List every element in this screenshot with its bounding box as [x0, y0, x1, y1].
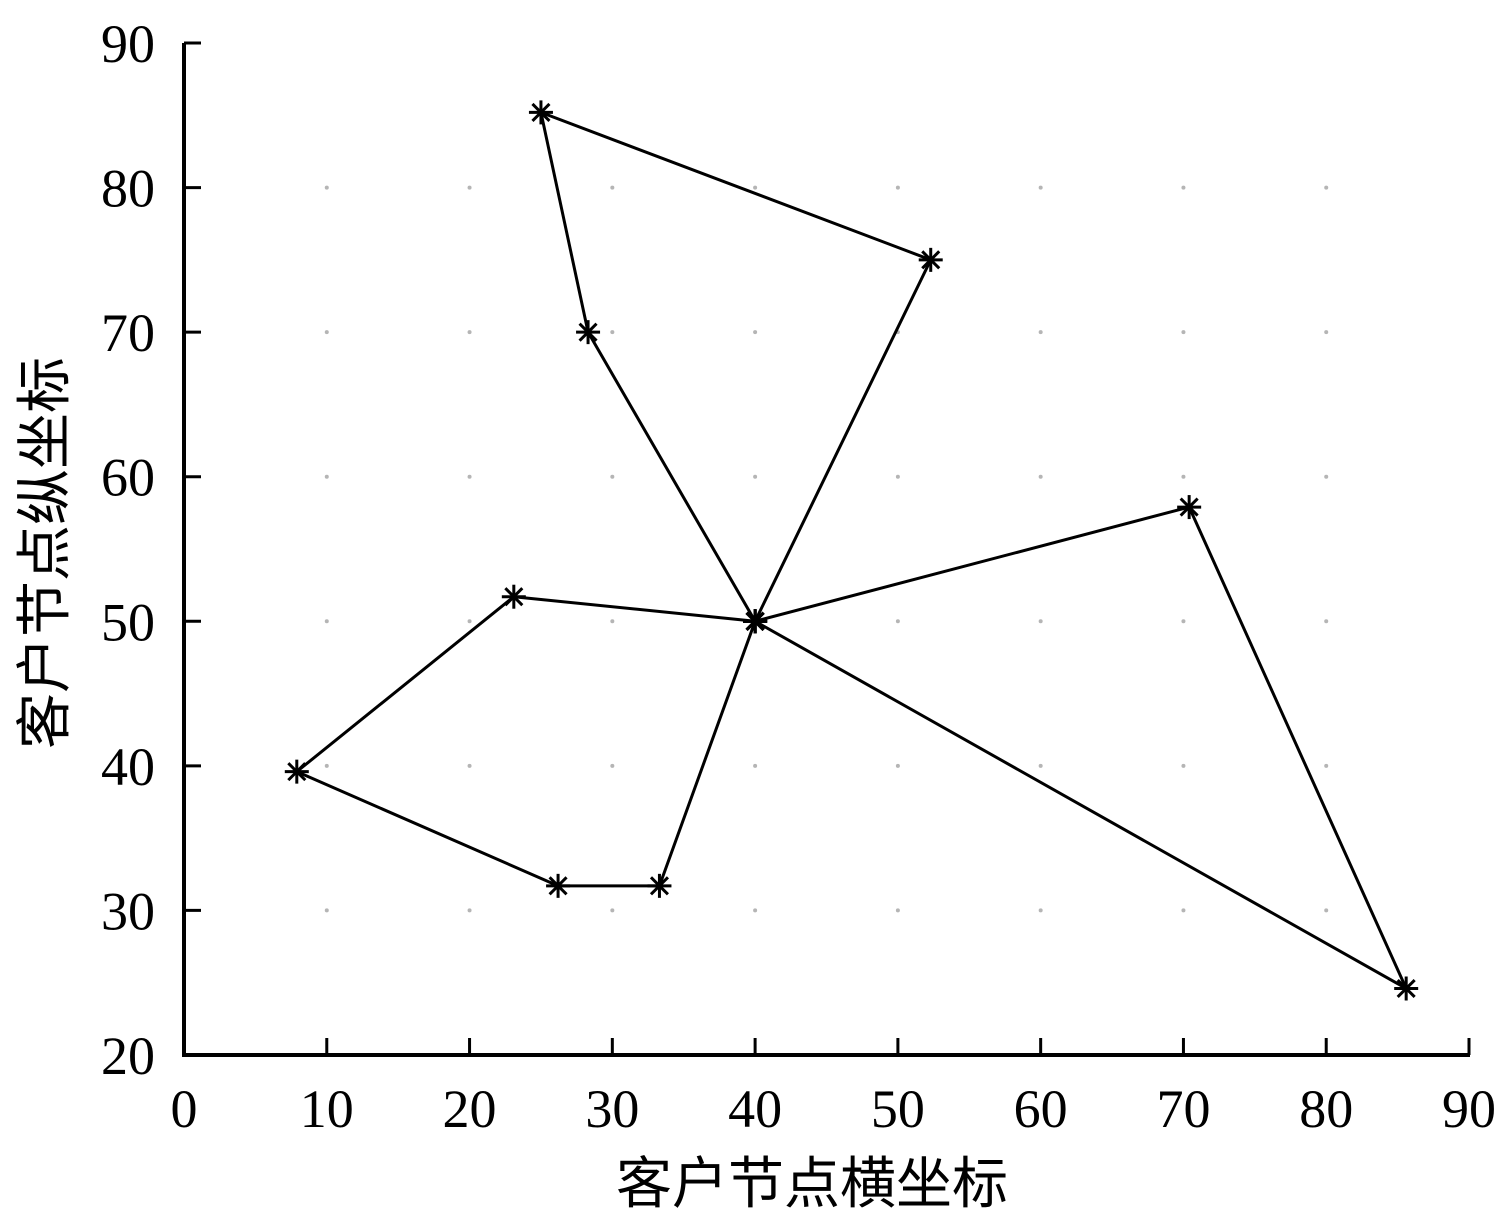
grid-dot — [1038, 330, 1043, 335]
route-point — [576, 320, 601, 345]
route-point — [647, 873, 672, 898]
grid-dot — [1038, 619, 1043, 624]
x-tick-label: 0 — [171, 1079, 198, 1139]
grid-dot — [324, 763, 329, 768]
x-tick-label: 30 — [585, 1079, 639, 1139]
route-point — [1177, 495, 1202, 520]
route-line-3 — [295, 595, 757, 888]
grid-dot — [753, 474, 758, 479]
x-tick-label: 10 — [300, 1079, 354, 1139]
grid-dot — [895, 908, 900, 913]
grid-dot — [1324, 619, 1329, 624]
grid-dot — [467, 330, 472, 335]
asterisk-stroke — [504, 587, 524, 607]
grid-dot — [610, 908, 615, 913]
route-point — [1394, 976, 1419, 1001]
grid-dot — [324, 474, 329, 479]
x-tick-label: 60 — [1014, 1079, 1068, 1139]
y-tick-label: 50 — [101, 592, 155, 652]
grid-dot — [1181, 185, 1186, 190]
grid-dot — [753, 330, 758, 335]
grid-dot — [1181, 908, 1186, 913]
y-tick-label: 90 — [101, 14, 155, 74]
y-axis-title: 客户节点纵坐标 — [15, 357, 77, 749]
route-markers — [284, 100, 1419, 1001]
grid-dot — [610, 619, 615, 624]
tick-labels: 0 10 20 30 40 50 60 70 80 90 20 30 40 50 60 70 80 90 — [101, 14, 1496, 1139]
grid-dot — [467, 908, 472, 913]
route-point — [546, 873, 571, 898]
asterisk-stroke — [287, 762, 307, 782]
grid-dot — [324, 185, 329, 190]
grid-dot — [324, 330, 329, 335]
y-tick-label: 60 — [101, 448, 155, 508]
grid-dot — [467, 185, 472, 190]
grid-dot — [610, 330, 615, 335]
route-point — [501, 584, 526, 609]
axis-ticks — [182, 41, 1471, 1057]
grid-dot — [1324, 330, 1329, 335]
grid-dot — [1038, 908, 1043, 913]
grid-dot — [895, 619, 900, 624]
grid-dot — [1181, 474, 1186, 479]
x-tick-label: 80 — [1299, 1079, 1353, 1139]
grid-dot — [895, 474, 900, 479]
grid-dot — [610, 763, 615, 768]
asterisk-stroke — [1179, 497, 1199, 517]
asterisk-stroke — [745, 611, 765, 631]
grid-dot — [467, 763, 472, 768]
grid-dot — [1038, 185, 1043, 190]
asterisk-stroke — [531, 102, 551, 122]
route-line-2 — [754, 505, 1408, 990]
grid-dot — [467, 474, 472, 479]
x-tick-label: 40 — [728, 1079, 782, 1139]
grid-dot — [895, 185, 900, 190]
grid-dot — [1038, 474, 1043, 479]
grid-dot — [753, 185, 758, 190]
x-tick-label: 20 — [443, 1079, 497, 1139]
grid-dot — [1181, 619, 1186, 624]
route-point — [284, 759, 309, 784]
x-tick-label: 50 — [871, 1079, 925, 1139]
grid-dot — [1181, 330, 1186, 335]
grid-dot — [753, 908, 758, 913]
x-tick-label: 70 — [1156, 1079, 1210, 1139]
grid-dot — [1324, 763, 1329, 768]
grid-dot — [324, 619, 329, 624]
grid-dot — [610, 185, 615, 190]
grid-dot — [324, 908, 329, 913]
x-tick-label: 90 — [1442, 1079, 1496, 1139]
asterisk-stroke — [578, 322, 598, 342]
asterisk-stroke — [921, 250, 941, 270]
grid-dot — [895, 763, 900, 768]
grid-dot — [753, 763, 758, 768]
route-point — [743, 609, 768, 634]
grid-dot — [610, 474, 615, 479]
y-tick-label: 80 — [101, 159, 155, 219]
y-tick-label: 30 — [101, 881, 155, 941]
y-tick-label: 20 — [101, 1026, 155, 1086]
asterisk-stroke — [1396, 978, 1416, 999]
asterisk-stroke — [548, 876, 568, 896]
route-point — [918, 247, 943, 272]
grid-dot — [1324, 185, 1329, 190]
asterisk-stroke — [649, 876, 669, 896]
grid-dot — [1181, 763, 1186, 768]
route-point — [528, 100, 553, 125]
grid-dot — [1324, 908, 1329, 913]
grid-dot — [467, 619, 472, 624]
y-tick-label: 70 — [101, 303, 155, 363]
grid-dot — [1038, 763, 1043, 768]
y-tick-label: 40 — [101, 737, 155, 797]
x-axis-title: 客户节点横坐标 — [616, 1154, 1008, 1216]
grid-dot — [1324, 474, 1329, 479]
